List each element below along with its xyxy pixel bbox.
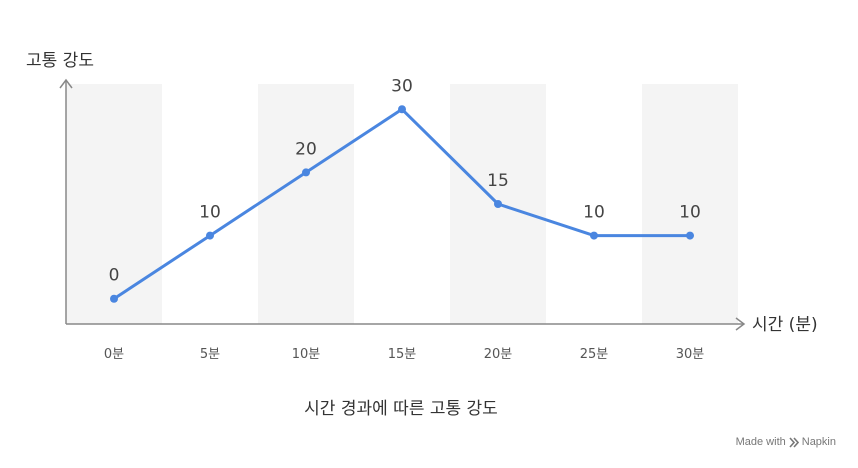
data-point	[590, 231, 598, 240]
data-label: 10	[199, 203, 221, 223]
data-points	[110, 105, 694, 303]
background-band	[66, 84, 162, 324]
credit: Made with Napkin	[736, 436, 836, 448]
axes	[59, 78, 746, 331]
data-label: 20	[295, 139, 317, 159]
background-bands	[66, 84, 738, 324]
napkin-logo-icon	[789, 436, 799, 448]
data-point	[110, 294, 118, 303]
data-point	[398, 105, 406, 114]
background-band	[642, 84, 738, 324]
chart-caption: 시간 경과에 따른 고통 강도	[304, 399, 498, 419]
x-tick-labels: 0분 5분 10분 15분 20분 25분 30분	[104, 347, 704, 362]
y-axis-arrow	[59, 78, 73, 89]
x-tick-label: 15분	[388, 347, 417, 362]
background-band	[258, 84, 354, 324]
data-labels: 0 10 20 30 15 10 10	[109, 76, 701, 285]
x-tick-label: 30분	[676, 347, 705, 362]
x-tick-label: 25분	[580, 347, 609, 362]
data-point	[302, 168, 310, 177]
x-axis-title: 시간 (분)	[752, 315, 818, 335]
credit-brand: Napkin	[801, 436, 836, 448]
data-label: 0	[109, 266, 120, 286]
data-label: 10	[583, 203, 605, 223]
data-point	[206, 231, 214, 240]
credit-prefix: Made with	[735, 436, 786, 448]
x-tick-label: 0분	[104, 347, 124, 362]
data-label: 10	[679, 203, 701, 223]
data-label: 30	[391, 76, 413, 96]
x-tick-label: 10분	[292, 347, 321, 362]
x-tick-label: 5분	[200, 347, 220, 362]
data-point	[494, 200, 502, 208]
x-axis-arrow	[735, 317, 746, 331]
data-label: 15	[487, 171, 509, 191]
y-axis-title: 고통 강도	[26, 51, 94, 71]
data-point	[686, 231, 694, 240]
x-tick-label: 20분	[484, 347, 513, 362]
